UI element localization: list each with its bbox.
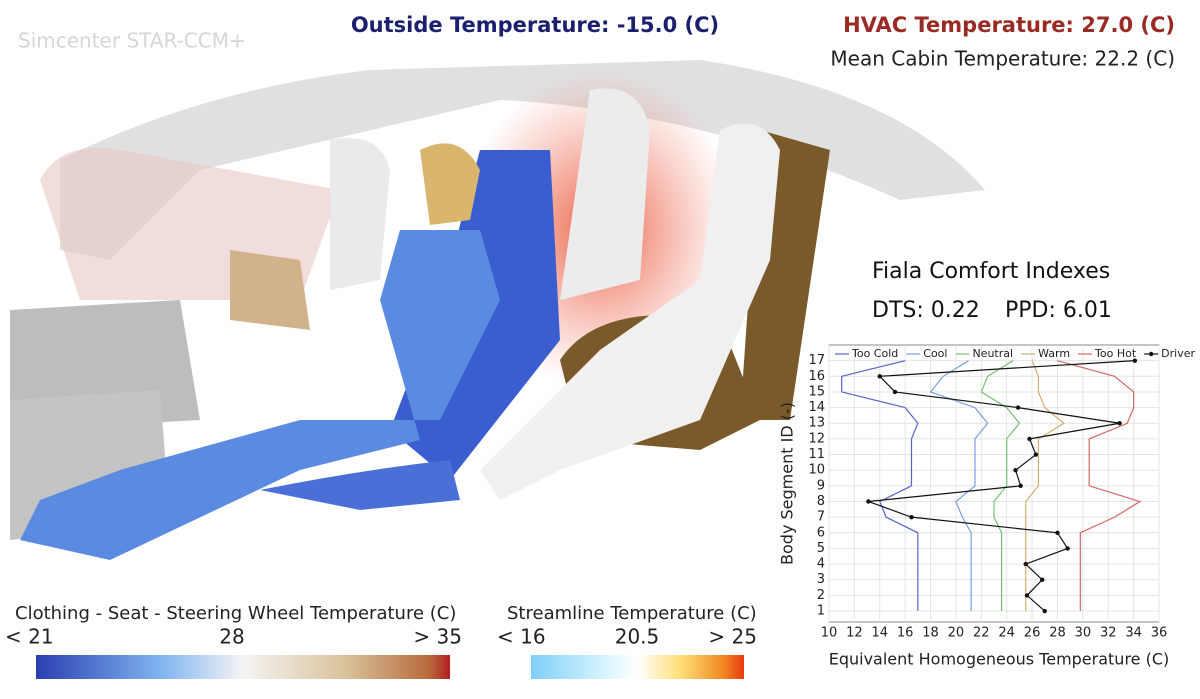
colorbar-label: > 25 — [708, 625, 757, 649]
data-point — [1117, 421, 1122, 426]
data-point — [1013, 467, 1018, 473]
y-tick-label: 1 — [817, 604, 825, 619]
series-line — [1025, 360, 1065, 612]
colorbar — [36, 655, 450, 679]
data-point — [1033, 452, 1039, 457]
x-axis-label: Equivalent Homogeneous Temperature (C) — [829, 650, 1170, 669]
brand: Simcenter STAR-CCM+ — [18, 29, 246, 53]
y-tick-label: 11 — [808, 447, 825, 462]
y-tick-label: 3 — [817, 572, 825, 587]
data-point — [1027, 436, 1032, 442]
colorbar-label: > 35 — [413, 625, 462, 649]
data-point — [1065, 546, 1070, 551]
y-tick-label: 7 — [817, 510, 825, 525]
y-tick-label: 16 — [808, 369, 825, 384]
colorbar-label: < 21 — [5, 625, 54, 649]
x-tick-label: 14 — [871, 626, 888, 641]
comfort-title: Fiala Comfort Indexes — [872, 259, 1110, 284]
y-tick-label: 13 — [808, 416, 825, 431]
hvac-temperature: HVAC Temperature: 27.0 (C) — [843, 13, 1175, 37]
colorbar — [531, 655, 744, 679]
series-line — [841, 360, 919, 612]
data-point — [1042, 608, 1047, 614]
data-point — [1132, 358, 1138, 363]
y-tick-label: 4 — [817, 557, 825, 572]
data-point — [1015, 405, 1021, 410]
y-tick-label: 12 — [808, 431, 825, 446]
legend-label: Too Hot — [1094, 347, 1137, 360]
x-tick-label: 36 — [1151, 626, 1168, 641]
plot-area — [828, 344, 1160, 623]
data-point — [866, 499, 871, 504]
comfort-ppd: PPD: 6.01 — [1005, 298, 1112, 323]
legend-label: Driver — [1161, 347, 1195, 360]
data-point — [1055, 530, 1060, 535]
colorbar-label: 28 — [219, 625, 244, 649]
x-tick-label: 28 — [1049, 626, 1066, 641]
data-point — [1040, 577, 1045, 582]
y-tick-label: 6 — [817, 525, 825, 540]
data-point — [877, 374, 882, 379]
colorbar-title: Streamline Temperature (C) — [507, 603, 757, 624]
y-tick-label: 2 — [817, 588, 825, 603]
data-point — [1023, 561, 1028, 567]
colorbar-label: < 16 — [497, 625, 546, 649]
legend-label: Warm — [1038, 347, 1070, 360]
x-tick-label: 10 — [821, 626, 838, 641]
x-tick-label: 30 — [1075, 626, 1092, 641]
data-point — [1024, 593, 1030, 598]
x-tick-label: 16 — [897, 626, 914, 641]
legend-label: Cool — [923, 347, 947, 360]
legend-label: Neutral — [972, 347, 1013, 360]
series-line — [929, 360, 989, 612]
x-tick-label: 22 — [973, 626, 990, 641]
y-tick-label: 5 — [817, 541, 825, 556]
x-tick-label: 20 — [948, 626, 965, 641]
y-tick-label: 17 — [808, 353, 825, 368]
x-tick-label: 18 — [922, 626, 939, 641]
y-tick-label: 10 — [808, 463, 825, 478]
series-line — [980, 360, 1021, 612]
colorbar-label: 20.5 — [615, 625, 660, 649]
legend-label: Too Cold — [851, 347, 898, 360]
x-tick-label: 26 — [1024, 626, 1041, 641]
mean-cabin-temperature: Mean Cabin Temperature: 22.2 (C) — [830, 47, 1175, 71]
y-tick-label: 8 — [817, 494, 825, 509]
x-tick-label: 34 — [1125, 626, 1142, 641]
comfort-dts: DTS: 0.22 — [872, 298, 980, 323]
data-point — [892, 389, 898, 395]
y-tick-label: 9 — [817, 478, 825, 493]
x-tick-label: 32 — [1100, 626, 1117, 641]
series-line — [1057, 360, 1142, 612]
x-tick-label: 24 — [998, 626, 1015, 641]
y-tick-label: 15 — [808, 384, 825, 399]
colorbar-title: Clothing - Seat - Steering Wheel Tempera… — [15, 603, 456, 624]
legend-marker — [1148, 351, 1154, 357]
data-point — [1018, 483, 1023, 489]
x-tick-label: 12 — [846, 626, 863, 641]
y-axis-label: Body Segment ID (-) — [778, 402, 797, 565]
y-tick-label: 14 — [808, 400, 825, 415]
outside-temperature: Outside Temperature: -15.0 (C) — [351, 13, 719, 37]
data-point — [909, 514, 914, 520]
cabin-render — [10, 60, 985, 560]
